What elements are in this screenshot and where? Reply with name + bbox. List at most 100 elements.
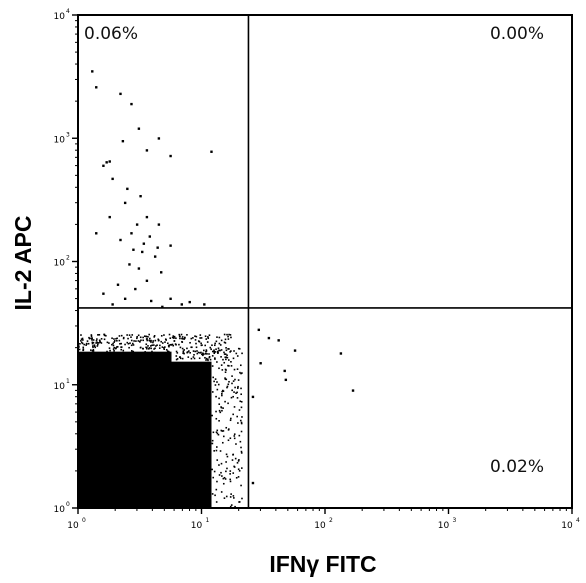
event-point bbox=[105, 161, 108, 164]
population-edge-dot bbox=[145, 346, 147, 349]
population-edge-dot bbox=[154, 347, 156, 350]
population-edge-dot bbox=[216, 459, 219, 461]
population-edge-dot bbox=[240, 446, 242, 449]
population-edge-dot bbox=[232, 357, 235, 360]
population-edge-dot bbox=[236, 397, 239, 399]
population-edge-dot bbox=[145, 338, 148, 340]
population-edge-dot bbox=[227, 338, 230, 340]
population-edge-dot bbox=[201, 353, 204, 356]
population-edge-dot bbox=[211, 414, 213, 417]
population-edge-dot bbox=[148, 357, 151, 360]
population-edge-dot bbox=[232, 380, 235, 382]
population-edge-dot bbox=[209, 358, 212, 361]
event-point bbox=[257, 328, 261, 332]
population-edge-dot bbox=[117, 356, 120, 358]
population-edge-dot bbox=[206, 448, 208, 451]
population-edge-dot bbox=[223, 341, 226, 344]
event-point bbox=[141, 250, 144, 254]
population-edge-dot bbox=[216, 388, 219, 391]
population-edge-dot bbox=[228, 428, 230, 430]
population-edge-dot bbox=[224, 368, 227, 371]
population-edge-dot bbox=[214, 342, 216, 345]
population-edge-dot bbox=[215, 501, 218, 503]
x-tick-exponent: 3 bbox=[453, 517, 457, 524]
population-edge-dot bbox=[236, 355, 239, 357]
population-edge-dot bbox=[167, 353, 170, 356]
population-edge-dot bbox=[211, 344, 213, 347]
event-point bbox=[95, 232, 98, 235]
population-edge-dot bbox=[214, 351, 217, 353]
population-edge-dot bbox=[181, 336, 184, 338]
population-edge-dot bbox=[221, 409, 223, 412]
population-edge-dot bbox=[220, 471, 222, 474]
population-edge-dot bbox=[96, 345, 99, 347]
population-edge-dot bbox=[218, 367, 220, 370]
population-edge-dot bbox=[227, 383, 230, 386]
population-edge-dot bbox=[150, 345, 152, 347]
population-edge-dot bbox=[240, 400, 243, 403]
population-edge-dot bbox=[125, 357, 128, 360]
population-edge-dot bbox=[203, 349, 205, 352]
population-edge-dot bbox=[204, 365, 207, 367]
population-edge-dot bbox=[165, 357, 168, 360]
population-edge-dot bbox=[229, 478, 232, 481]
population-edge-dot bbox=[123, 359, 125, 362]
population-edge-dot bbox=[240, 422, 243, 425]
population-edge-dot bbox=[227, 359, 230, 361]
population-edge-dot bbox=[232, 495, 235, 497]
population-edge-dot bbox=[181, 357, 184, 360]
population-edge-dot bbox=[113, 341, 115, 343]
population-edge-dot bbox=[126, 334, 128, 336]
population-edge-dot bbox=[211, 468, 213, 471]
population-edge-dot bbox=[108, 342, 110, 344]
population-edge-dot bbox=[208, 353, 210, 355]
population-edge-dot bbox=[220, 462, 223, 465]
population-edge-dot bbox=[184, 336, 186, 339]
population-edge-dot bbox=[222, 358, 224, 361]
population-edge-dot bbox=[208, 480, 210, 483]
event-point bbox=[102, 292, 105, 295]
event-point bbox=[102, 164, 105, 167]
population-edge-dot bbox=[151, 350, 153, 353]
population-edge-dot bbox=[234, 378, 236, 381]
population-edge-dot bbox=[197, 351, 200, 354]
population-edge-dot bbox=[203, 488, 206, 491]
population-edge-dot bbox=[118, 339, 121, 342]
population-edge-dot bbox=[135, 357, 138, 360]
population-edge-dot bbox=[215, 488, 218, 491]
population-edge-dot bbox=[103, 334, 106, 337]
population-edge-dot bbox=[171, 336, 174, 339]
population-edge-dot bbox=[133, 340, 135, 342]
population-edge-dot bbox=[97, 343, 99, 346]
event-point bbox=[169, 297, 172, 301]
population-edge-dot bbox=[105, 334, 107, 337]
event-point bbox=[108, 215, 111, 219]
population-edge-dot bbox=[238, 348, 241, 350]
population-edge-dot bbox=[237, 347, 240, 350]
population-edge-dot bbox=[149, 359, 152, 362]
population-edge-dot bbox=[95, 342, 97, 344]
population-edge-dot bbox=[240, 372, 242, 375]
y-tick-exponent: 1 bbox=[66, 378, 70, 385]
population-edge-dot bbox=[196, 352, 199, 355]
population-edge-dot bbox=[213, 349, 215, 352]
population-edge-dot bbox=[98, 333, 101, 336]
population-edge-dot bbox=[223, 361, 226, 364]
population-edge-dot bbox=[225, 358, 227, 361]
population-edge-dot bbox=[229, 480, 232, 483]
population-edge-dot bbox=[112, 344, 115, 347]
y-tick-label: 10 bbox=[54, 12, 66, 22]
population-edge-dot bbox=[180, 333, 183, 336]
population-edge-dot bbox=[148, 356, 151, 358]
population-edge-dot bbox=[80, 338, 83, 340]
population-edge-dot bbox=[120, 342, 122, 345]
population-edge-dot bbox=[200, 344, 203, 347]
event-point bbox=[132, 248, 135, 251]
population-edge-dot bbox=[149, 337, 151, 340]
population-edge-dot bbox=[240, 406, 243, 409]
population-edge-dot bbox=[193, 357, 196, 360]
population-edge-dot bbox=[230, 365, 233, 367]
x-tick-label: 10 bbox=[191, 521, 203, 531]
population-edge-dot bbox=[150, 339, 152, 342]
population-edge-dot bbox=[131, 342, 134, 345]
